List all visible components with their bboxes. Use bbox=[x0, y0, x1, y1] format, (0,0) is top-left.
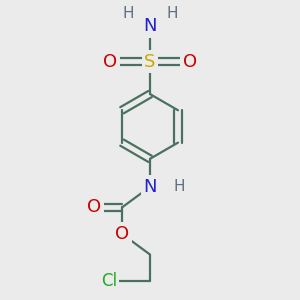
Text: Cl: Cl bbox=[101, 272, 117, 290]
Text: H: H bbox=[174, 179, 185, 194]
Text: N: N bbox=[143, 17, 157, 35]
Text: O: O bbox=[183, 53, 197, 71]
Text: N: N bbox=[143, 178, 157, 196]
Text: O: O bbox=[103, 53, 117, 71]
Text: O: O bbox=[87, 198, 101, 216]
Text: S: S bbox=[144, 53, 156, 71]
Text: O: O bbox=[115, 225, 129, 243]
Text: H: H bbox=[166, 6, 178, 21]
Text: H: H bbox=[122, 6, 134, 21]
